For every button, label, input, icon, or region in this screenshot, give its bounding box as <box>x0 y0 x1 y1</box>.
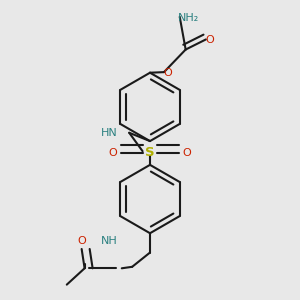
Text: NH: NH <box>100 236 117 246</box>
Text: O: O <box>205 35 214 45</box>
Text: O: O <box>109 148 117 158</box>
Text: NH₂: NH₂ <box>178 13 200 23</box>
Text: HN: HN <box>100 128 117 138</box>
Text: O: O <box>183 148 191 158</box>
Text: S: S <box>145 146 155 159</box>
Text: O: O <box>77 236 86 246</box>
Text: O: O <box>164 68 172 78</box>
